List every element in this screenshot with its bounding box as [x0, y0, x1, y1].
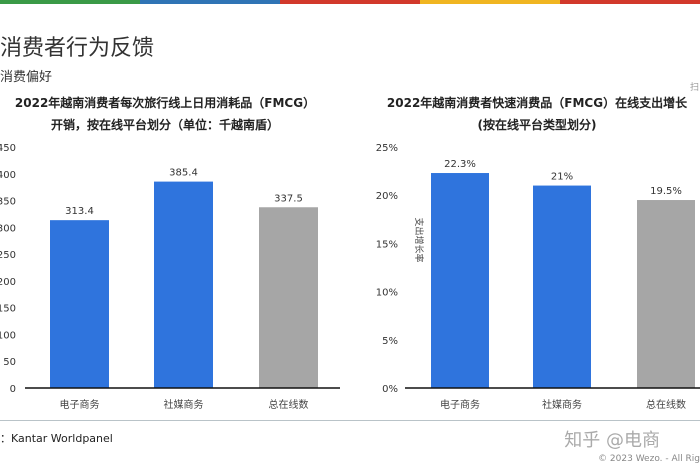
y-tick-label: 250: [0, 250, 16, 261]
y-tick-label: 200: [0, 277, 16, 288]
data-label: 337.5: [274, 193, 303, 204]
y-tick-label: 150: [0, 304, 16, 315]
x-tick-label: 社媒商务: [542, 398, 582, 411]
footer-divider: [0, 420, 700, 421]
y-tick-label: 300: [0, 223, 16, 234]
copyright: © 2023 Wezo. - All Rig: [598, 454, 700, 464]
top-color-bar: [0, 0, 700, 4]
bar: [50, 220, 109, 388]
data-label: 313.4: [65, 206, 94, 217]
bar: [431, 173, 489, 388]
y-tick-label: 400: [0, 170, 16, 181]
data-label: 19.5%: [650, 186, 682, 197]
page-title: 消费者行为反馈: [0, 36, 155, 61]
data-label: 22.3%: [444, 159, 476, 170]
x-tick-label: 社媒商务: [164, 398, 204, 411]
y-tick-label: 0: [10, 384, 16, 395]
x-tick-label: 总在线数: [269, 398, 309, 411]
chart1-title-line2: 开销，按在线平台划分（单位：千越南盾）: [50, 118, 279, 132]
x-tick-label: 电子商务: [60, 398, 100, 411]
chart2-title: 2022年越南消费者快速消费品（FMCG）在线支出增长 (按在线平台类型划分): [372, 92, 700, 136]
bar: [154, 181, 213, 388]
y-axis-label: 支出增长率: [413, 217, 425, 262]
y-tick-label: 5%: [382, 336, 398, 347]
data-label: 21%: [551, 172, 573, 183]
source-text: ：Kantar Worldpanel: [0, 432, 113, 445]
chart1-title: 2022年越南消费者每次旅行线上日用消耗品（FMCG） 开销，按在线平台划分（单位…: [0, 92, 330, 136]
watermark: 知乎 @电商: [564, 430, 660, 451]
bar: [637, 200, 695, 388]
y-tick-label: 25%: [376, 143, 398, 154]
chart1-title-line1: 2022年越南消费者每次旅行线上日用消耗品（FMCG）: [14, 96, 316, 110]
y-tick-label: 0%: [382, 384, 398, 395]
data-label: 385.4: [169, 168, 198, 179]
corner-text: 扫: [690, 83, 700, 93]
bar: [259, 207, 318, 388]
y-tick-label: 20%: [376, 191, 398, 202]
page-subtitle: 消费偏好: [0, 70, 53, 85]
chart2-title-line1: 2022年越南消费者快速消费品（FMCG）在线支出增长: [386, 96, 688, 110]
y-tick-label: 350: [0, 197, 16, 208]
y-tick-label: 15%: [376, 239, 398, 250]
y-tick-label: 100: [0, 330, 16, 341]
x-tick-label: 总在线数: [646, 398, 686, 411]
y-tick-label: 10%: [376, 288, 398, 299]
y-tick-label: 450: [0, 143, 16, 154]
bar: [533, 185, 591, 388]
y-tick-label: 50: [3, 357, 16, 368]
chart2-title-line2: (按在线平台类型划分): [477, 118, 597, 132]
x-tick-label: 电子商务: [440, 398, 480, 411]
